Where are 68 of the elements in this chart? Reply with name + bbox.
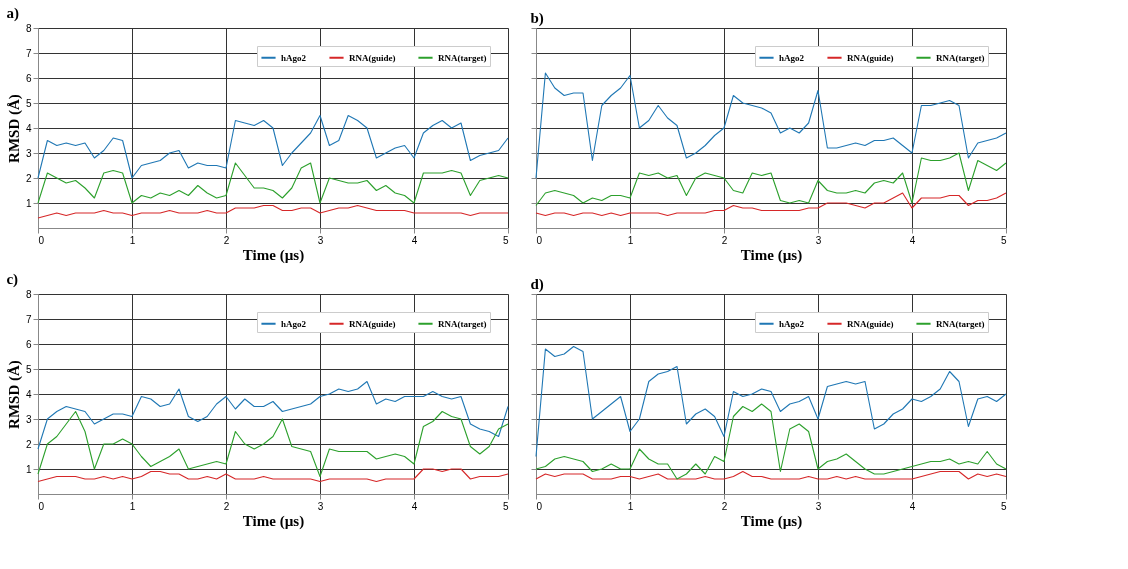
x-axis-title: Time (µs) <box>242 246 305 264</box>
x-tick-label: 3 <box>815 500 822 512</box>
chart-title: d) <box>530 275 544 293</box>
chart-title: b) <box>530 9 544 27</box>
x-tick-label: 1 <box>129 234 136 246</box>
line-series <box>37 162 509 204</box>
line-series <box>37 380 509 450</box>
y-tick-label: 6 <box>25 72 32 84</box>
legend-label: RNA(guide) <box>349 52 396 63</box>
legend-label: RNA(target) <box>936 52 985 63</box>
x-tick-label: 1 <box>129 500 136 512</box>
x-tick-label: 4 <box>411 234 418 246</box>
legend-label: hAgo2 <box>281 318 307 329</box>
x-tick-label: 5 <box>502 234 509 246</box>
x-axis-title: Time (µs) <box>740 246 803 264</box>
line-series <box>37 468 509 483</box>
x-tick-label: 4 <box>411 500 418 512</box>
line-series <box>37 114 509 179</box>
line-series <box>37 410 509 478</box>
legend-label: RNA(target) <box>438 318 487 329</box>
y-tick-label: 3 <box>25 147 32 159</box>
y-tick-label: 2 <box>25 172 32 184</box>
legend-label: RNA(guide) <box>847 52 894 63</box>
x-tick-label: 0 <box>536 234 543 246</box>
legend-label: hAgo2 <box>779 52 805 63</box>
y-tick-label: 4 <box>25 122 32 134</box>
y-tick-label: 8 <box>25 22 32 34</box>
x-tick-label: 5 <box>1000 234 1007 246</box>
x-axis-title: Time (µs) <box>740 512 803 530</box>
y-tick-label: 5 <box>25 97 32 109</box>
legend-label: RNA(guide) <box>847 318 894 329</box>
x-tick-label: 2 <box>721 500 728 512</box>
chart-title: c) <box>6 271 19 288</box>
x-tick-label: 2 <box>223 500 230 512</box>
x-tick-label: 4 <box>909 234 916 246</box>
x-tick-label: 2 <box>223 234 230 246</box>
x-tick-label: 1 <box>627 500 634 512</box>
y-tick-label: 1 <box>25 463 32 475</box>
x-tick-label: 3 <box>815 234 822 246</box>
x-tick-label: 0 <box>38 500 45 512</box>
y-axis-title: RMSD (Å) <box>5 94 23 163</box>
x-tick-label: 3 <box>317 234 324 246</box>
x-tick-label: 0 <box>536 500 543 512</box>
x-tick-label: 1 <box>627 234 634 246</box>
line-series <box>37 204 509 219</box>
y-tick-label: 2 <box>25 438 32 450</box>
x-axis-title: Time (µs) <box>242 512 305 530</box>
y-tick-label: 8 <box>25 288 32 300</box>
y-axis-title: RMSD (Å) <box>5 360 23 429</box>
y-tick-label: 4 <box>25 388 32 400</box>
y-tick-label: 5 <box>25 363 32 375</box>
chart-title: a) <box>6 5 19 22</box>
y-tick-label: 6 <box>25 338 32 350</box>
legend-label: RNA(target) <box>936 318 985 329</box>
x-tick-label: 5 <box>1000 500 1007 512</box>
legend-label: hAgo2 <box>779 318 805 329</box>
legend-label: hAgo2 <box>281 52 307 63</box>
y-tick-label: 7 <box>25 313 32 325</box>
x-tick-label: 4 <box>909 500 916 512</box>
x-tick-label: 5 <box>502 500 509 512</box>
y-tick-label: 1 <box>25 197 32 209</box>
legend-label: RNA(guide) <box>349 318 396 329</box>
x-tick-label: 0 <box>38 234 45 246</box>
x-tick-label: 2 <box>721 234 728 246</box>
y-tick-label: 7 <box>25 47 32 59</box>
legend-label: RNA(target) <box>438 52 487 63</box>
y-tick-label: 3 <box>25 413 32 425</box>
x-tick-label: 3 <box>317 500 324 512</box>
